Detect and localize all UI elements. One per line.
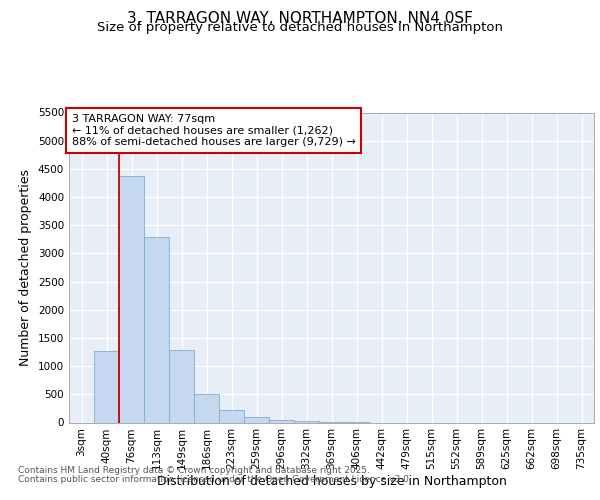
Bar [269,420,294,422]
Bar [219,410,244,422]
Bar [194,394,219,422]
Bar [169,350,194,422]
Text: Size of property relative to detached houses in Northampton: Size of property relative to detached ho… [97,22,503,35]
Bar [144,236,169,422]
X-axis label: Distribution of detached houses by size in Northampton: Distribution of detached houses by size … [157,475,506,488]
Bar [244,417,269,422]
Text: 3, TARRAGON WAY, NORTHAMPTON, NN4 0SF: 3, TARRAGON WAY, NORTHAMPTON, NN4 0SF [127,11,473,26]
Text: Contains public sector information licensed under the Open Government Licence v3: Contains public sector information licen… [18,475,412,484]
Text: 3 TARRAGON WAY: 77sqm
← 11% of detached houses are smaller (1,262)
88% of semi-d: 3 TARRAGON WAY: 77sqm ← 11% of detached … [71,114,355,147]
Bar [119,176,144,422]
Bar [94,352,119,422]
Y-axis label: Number of detached properties: Number of detached properties [19,169,32,366]
Text: Contains HM Land Registry data © Crown copyright and database right 2025.: Contains HM Land Registry data © Crown c… [18,466,370,475]
